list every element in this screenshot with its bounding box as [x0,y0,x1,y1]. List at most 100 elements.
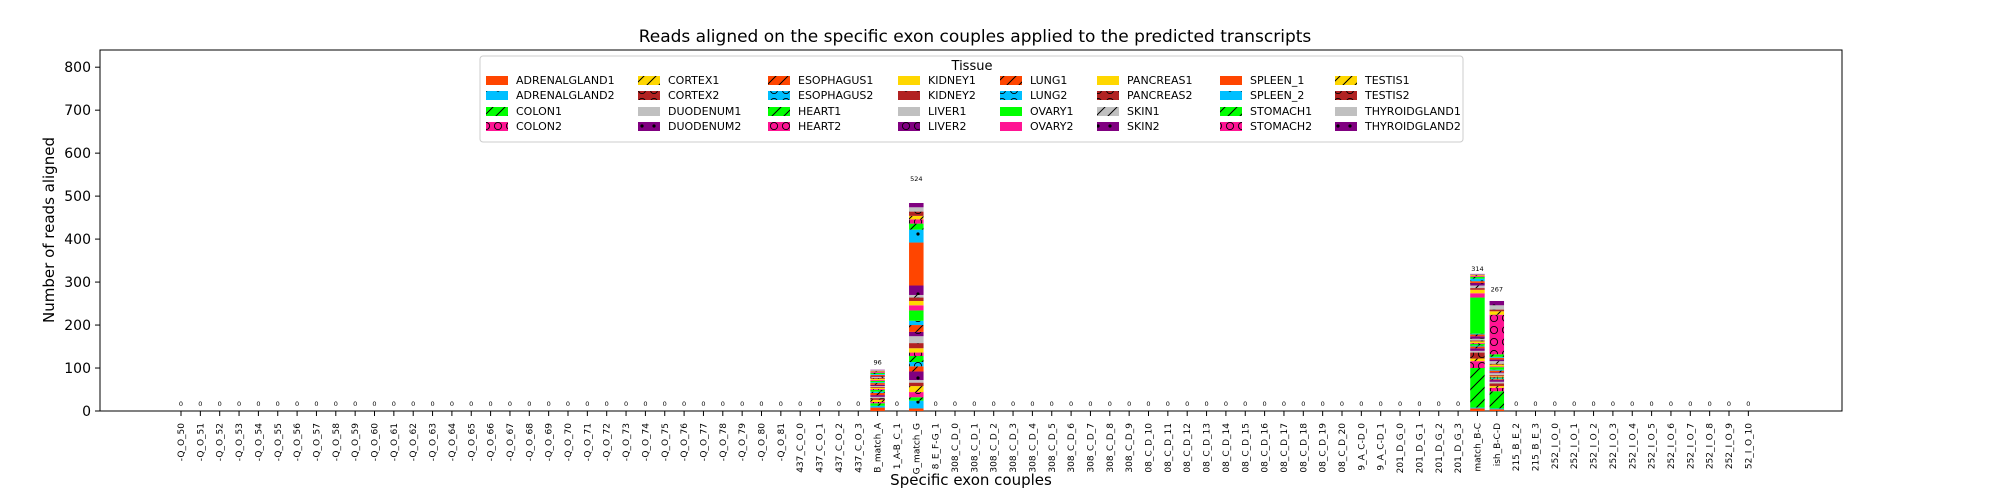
bar-segment [1489,383,1505,387]
bar-segment [1470,275,1485,277]
bar-segment [1470,276,1485,277]
bar-segment [870,372,885,375]
legend-label: SKIN2 [1127,120,1160,133]
bar-value-label: 267 [1491,285,1503,293]
legend-swatch [486,76,508,85]
bar-segment [1489,409,1505,411]
legend-entry: LIVER1 [898,105,967,118]
legend-label: OVARY2 [1030,120,1073,133]
legend-swatch [1000,91,1022,100]
bar-segment [870,389,885,392]
bar-segment [1489,391,1505,409]
x-tick-label: -Q_O_74 [641,423,651,461]
x-tick-label: -Q_O_67 [506,423,516,461]
bar-value-label: 0 [759,400,763,408]
bar-segment [1470,407,1485,409]
legend-swatch [898,122,920,131]
bar-segment [870,380,885,381]
legend-swatch [1000,107,1022,116]
bar-segment [870,405,885,408]
legend-label: HEART1 [798,105,841,118]
legend-swatch [898,91,920,100]
y-tick-label: 0 [82,404,91,420]
x-tick-label: -Q_O_61 [390,423,400,461]
bar-value-label: 0 [1166,400,1170,408]
bar-segment [1470,293,1485,298]
bar-segment [1489,314,1505,355]
legend-label: LUNG2 [1030,89,1067,102]
legend-entry: ADRENALGLAND2 [486,89,615,102]
bar-segment [1489,376,1505,378]
bar-value-label: 0 [353,400,357,408]
bar-segment [1489,373,1505,375]
bar-segment [909,242,924,286]
bar-segment [1489,387,1505,392]
legend-entry: LIVER2 [898,120,967,133]
legend-swatch [1220,91,1242,100]
x-tick-label: -Q_O_63 [429,423,439,461]
bar-segment [1470,336,1485,339]
bar-segment [870,391,885,393]
x-tick-label: -Q_O_51 [196,423,206,461]
bar-segment [1470,352,1485,359]
legend-label: ADRENALGLAND2 [516,89,615,102]
x-tick-label: 52_I_O_10 [1744,423,1754,469]
x-tick-label: 437_C_O_0 [796,423,806,473]
bar-segment [1489,367,1505,370]
x-tick-label: -Q_O_69 [545,423,555,461]
bar-value-label: 0 [643,400,647,408]
bar-value-label: 0 [1417,400,1421,408]
x-tick-label: 08_C_D_15 [1241,423,1251,473]
bar-value-label: 0 [1591,400,1595,408]
x-tick-label: G_match_G [912,423,922,474]
bar-value-label: 0 [218,400,222,408]
x-tick-label: 437_C_O_3 [854,423,864,473]
x-axis: -Q_O_50 -Q_O_51 -Q_O_52 -Q_O_53 -Q_O_54 -Q_O_… [177,411,1754,474]
bar-segment [909,386,924,393]
legend-label: TESTIS2 [1364,89,1410,102]
bar-segment [909,297,924,301]
legend-label: LUNG1 [1030,74,1067,87]
bar-segment [870,401,885,404]
bar-segment [909,336,924,344]
legend-label: SKIN1 [1127,105,1160,118]
x-tick-label: -Q_O_59 [351,423,361,461]
legend-entry: HEART1 [768,105,841,118]
legend-label: PANCREAS2 [1127,89,1192,102]
bar-value-label: 0 [663,400,667,408]
bar-segment [870,383,885,385]
legend-swatch [1335,107,1357,116]
legend-label: TESTIS1 [1364,74,1410,87]
bar-segment [1489,380,1505,382]
x-tick-label: 08_C_D_19 [1319,423,1329,473]
bar-segment [1470,408,1485,411]
bar-value-label: 0 [411,400,415,408]
bar-segment [909,207,924,212]
bar-value-label: 0 [508,400,512,408]
x-tick-label: 9_A_C-D_1 [1377,423,1387,471]
bar-segment [1470,368,1485,408]
x-tick-label: 308_C_D_3 [1009,423,1019,473]
x-tick-label: B_match_A [874,422,884,473]
bar-value-label: 0 [1533,400,1537,408]
bar-value-label: 0 [1688,400,1692,408]
bar-segment [909,400,924,409]
legend-label: COLON1 [516,105,562,118]
bar-segment [1470,340,1485,342]
bar-value-label: 0 [1669,400,1673,408]
bar-segment [1489,356,1505,358]
x-tick-label: -Q_O_66 [487,423,497,461]
bar-value-label: 0 [1108,400,1112,408]
bar-value-label: 0 [547,400,551,408]
legend-label: SPLEEN_1 [1250,74,1304,87]
bar-segment [870,377,885,379]
bar-value-label: 0 [1553,400,1557,408]
legend-entry: DUODENUM2 [638,120,741,133]
bar-segment [1470,282,1485,286]
bar-value-label: 0 [817,400,821,408]
bar-segment [870,389,885,390]
bar-segment [1489,378,1505,380]
x-tick-label: 8_E_F-G_1 [932,423,942,469]
legend-entry: ESOPHAGUS2 [768,89,873,102]
